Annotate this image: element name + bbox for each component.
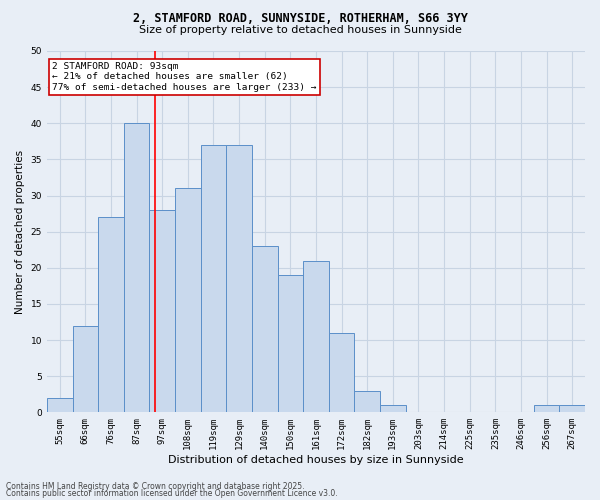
Bar <box>200 145 226 412</box>
Bar <box>47 398 73 412</box>
Y-axis label: Number of detached properties: Number of detached properties <box>15 150 25 314</box>
Bar <box>355 390 380 412</box>
Bar <box>303 260 329 412</box>
Text: 2 STAMFORD ROAD: 93sqm
← 21% of detached houses are smaller (62)
77% of semi-det: 2 STAMFORD ROAD: 93sqm ← 21% of detached… <box>52 62 317 92</box>
Bar <box>559 405 585 412</box>
Bar <box>175 188 200 412</box>
Bar <box>252 246 278 412</box>
Bar <box>98 217 124 412</box>
Bar <box>329 333 355 412</box>
Bar <box>278 275 303 412</box>
Bar <box>124 124 149 412</box>
Bar <box>226 145 252 412</box>
X-axis label: Distribution of detached houses by size in Sunnyside: Distribution of detached houses by size … <box>168 455 464 465</box>
Text: Contains public sector information licensed under the Open Government Licence v3: Contains public sector information licen… <box>6 490 338 498</box>
Bar <box>73 326 98 412</box>
Bar <box>534 405 559 412</box>
Text: Size of property relative to detached houses in Sunnyside: Size of property relative to detached ho… <box>139 25 461 35</box>
Bar <box>149 210 175 412</box>
Bar <box>380 405 406 412</box>
Text: Contains HM Land Registry data © Crown copyright and database right 2025.: Contains HM Land Registry data © Crown c… <box>6 482 305 491</box>
Text: 2, STAMFORD ROAD, SUNNYSIDE, ROTHERHAM, S66 3YY: 2, STAMFORD ROAD, SUNNYSIDE, ROTHERHAM, … <box>133 12 467 26</box>
